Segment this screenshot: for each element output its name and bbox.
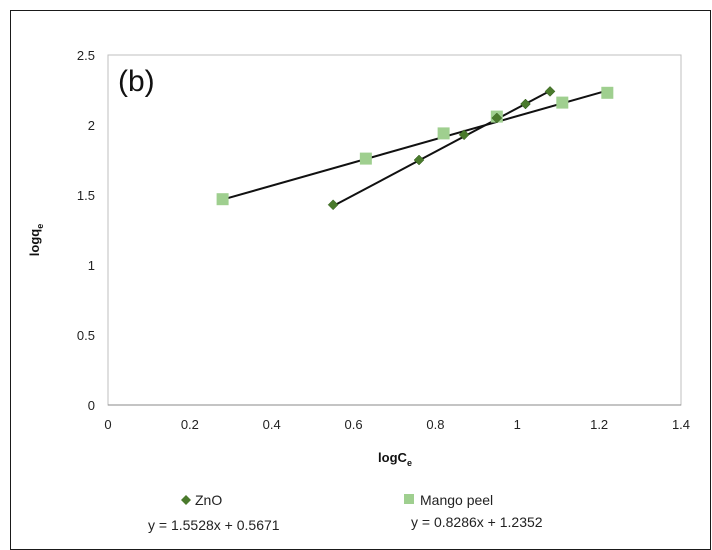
panel-label: (b)	[118, 65, 155, 98]
point-mango-peel	[216, 193, 229, 206]
point-mango-peel	[359, 152, 372, 165]
y-tick-label: 2.5	[77, 48, 95, 63]
x-tick-labels: 0 0.2 0.4 0.6 0.8 1 1.2 1.4	[104, 417, 690, 432]
y-tick-labels: 0 0.5 1 1.5 2 2.5	[77, 48, 95, 413]
x-tick-label: 0.6	[345, 417, 363, 432]
x-tick-label: 1	[514, 417, 521, 432]
data-markers	[216, 86, 614, 211]
y-tick-label: 1.5	[77, 188, 95, 203]
legend: ZnO Mango peel	[181, 492, 493, 508]
point-mango-peel	[601, 86, 614, 99]
y-axis-label: logqe	[27, 224, 45, 256]
x-tick-label: 0.2	[181, 417, 199, 432]
equation-mango-peel: y = 0.8286x + 1.2352	[411, 514, 543, 530]
y-tick-label: 0	[88, 398, 95, 413]
chart-frame	[10, 10, 711, 550]
legend-marker-zno	[181, 495, 191, 505]
point-zno	[413, 154, 425, 166]
legend-label-mango-peel: Mango peel	[420, 492, 493, 508]
x-tick-label: 0.8	[426, 417, 444, 432]
y-tick-label: 2	[88, 118, 95, 133]
y-tick-label: 1	[88, 258, 95, 273]
trend-lines	[222, 89, 608, 207]
y-tick-label: 0.5	[77, 328, 95, 343]
x-tick-label: 0	[104, 417, 111, 432]
legend-label-zno: ZnO	[195, 492, 222, 508]
point-zno	[544, 86, 556, 97]
point-mango-peel	[437, 127, 450, 140]
trendline-mango-peel	[222, 89, 608, 201]
chart: (b) 0 0.5 1 1.5 2 2.5 0 0.2 0.4 0.6 0.8 1 1.2 1.4 lo…	[27, 48, 690, 533]
x-tick-label: 1.4	[672, 417, 690, 432]
trendline-zno	[332, 89, 551, 207]
x-tick-label: 0.4	[263, 417, 281, 432]
point-zno	[458, 129, 470, 141]
legend-marker-mango-peel	[404, 494, 414, 504]
point-mango-peel	[556, 96, 569, 109]
point-zno	[491, 112, 503, 124]
plot-area	[107, 54, 682, 406]
x-tick-label: 1.2	[590, 417, 608, 432]
x-axis-label: logCe	[378, 450, 412, 468]
point-zno	[327, 199, 339, 211]
point-zno	[520, 98, 531, 110]
equation-zno: y = 1.5528x + 0.5671	[148, 517, 280, 533]
